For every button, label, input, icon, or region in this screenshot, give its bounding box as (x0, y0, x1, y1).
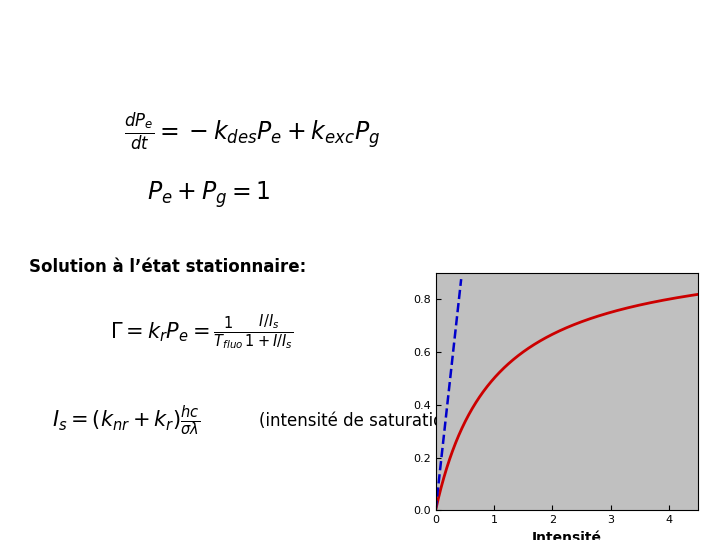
Text: $\Gamma = k_r P_e = \frac{1}{T_{fluo}} \frac{I/I_s}{1+I/I_s}$: $\Gamma = k_r P_e = \frac{1}{T_{fluo}} \… (110, 312, 293, 352)
Text: $I_s = (k_{nr} + k_r)\frac{hc}{\sigma\lambda}$: $I_s = (k_{nr} + k_r)\frac{hc}{\sigma\la… (52, 404, 200, 438)
X-axis label: Intensité: Intensité (532, 531, 602, 540)
Text: Taux de fluorescence $\mathit{\Gamma}$: Taux de fluorescence $\mathit{\Gamma}$ (202, 30, 526, 54)
Text: $\frac{dP_e}{dt} = -k_{des}P_e + k_{exc}P_g$: $\frac{dP_e}{dt} = -k_{des}P_e + k_{exc}… (124, 111, 380, 153)
Text: $P_e + P_g = 1$: $P_e + P_g = 1$ (147, 179, 271, 210)
Text: Solution à l’état stationnaire:: Solution à l’état stationnaire: (29, 258, 306, 276)
Text: (intensité de saturation): (intensité de saturation) (259, 412, 461, 430)
